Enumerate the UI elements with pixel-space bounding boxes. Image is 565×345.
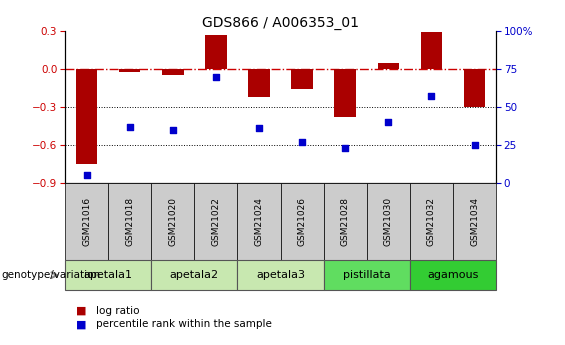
Text: pistillata: pistillata [343,270,390,280]
Text: GSM21034: GSM21034 [470,197,479,246]
Text: agamous: agamous [427,270,479,280]
Text: GSM21022: GSM21022 [211,197,220,246]
Text: ■: ■ [76,306,87,315]
Point [82,172,91,178]
Bar [292,69,313,89]
Bar [248,69,270,97]
Bar [119,69,141,71]
Point [211,74,220,79]
Title: GDS866 / A006353_01: GDS866 / A006353_01 [202,16,359,30]
Bar [162,69,184,75]
Text: GSM21032: GSM21032 [427,197,436,246]
Text: GSM21018: GSM21018 [125,197,134,246]
Text: ■: ■ [76,319,87,329]
Text: genotype/variation: genotype/variation [1,270,100,280]
Point [384,119,393,125]
Bar [205,35,227,69]
Point [254,126,263,131]
Point [298,139,307,145]
Point [470,142,479,148]
Point [341,145,350,151]
Bar [334,69,356,117]
Text: apetala3: apetala3 [256,270,305,280]
Bar [420,32,442,69]
Text: GSM21028: GSM21028 [341,197,350,246]
Text: GSM21030: GSM21030 [384,197,393,246]
Point [168,127,177,132]
Point [427,93,436,99]
Bar [76,69,97,164]
Point [125,124,134,129]
Bar [464,69,485,107]
Text: GSM21024: GSM21024 [254,197,263,246]
Text: GSM21026: GSM21026 [298,197,307,246]
Text: GSM21016: GSM21016 [82,197,91,246]
Text: GSM21020: GSM21020 [168,197,177,246]
Text: percentile rank within the sample: percentile rank within the sample [96,319,272,329]
Bar [377,63,399,69]
Text: apetala1: apetala1 [84,270,133,280]
Text: log ratio: log ratio [96,306,140,315]
Text: apetala2: apetala2 [170,270,219,280]
